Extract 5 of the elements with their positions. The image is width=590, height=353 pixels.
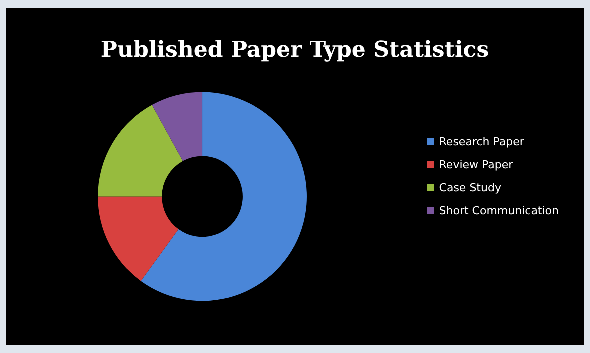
chart-title: Published Paper Type Statistics (100, 37, 490, 63)
legend-label: Research Paper (439, 136, 525, 148)
legend-label: Review Paper (439, 158, 514, 172)
legend-label: Case Study (439, 182, 502, 194)
legend-label: Short Communication (439, 204, 560, 218)
